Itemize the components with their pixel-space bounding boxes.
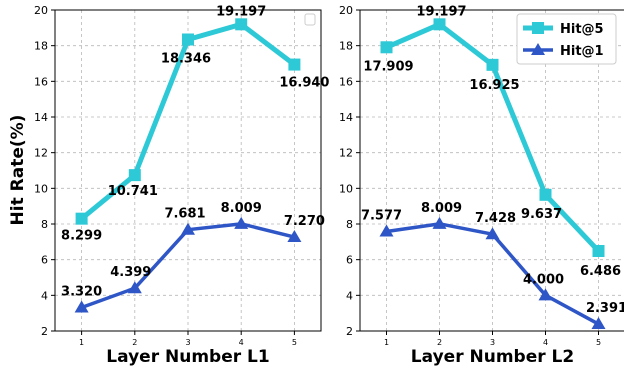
y-tick-label: 10 [34,182,48,195]
hit5-marker [128,169,141,182]
data-label: 16.940 [279,76,329,91]
data-label: 6.486 [580,264,621,279]
data-label: 3.320 [61,284,102,299]
data-label: 4.399 [110,265,151,280]
hit5-marker [380,41,393,54]
hit1-marker [74,300,89,313]
y-tick-label: 18 [339,40,353,53]
hit1-marker [287,230,302,243]
y-tick-label: 14 [339,111,353,124]
data-label: 4.000 [523,272,564,287]
x-tick-label: 1 [79,338,84,347]
hit1-marker [127,281,142,294]
y-tick-label: 18 [34,40,48,53]
data-label: 7.270 [284,214,325,229]
y-tick-label: 4 [346,289,353,302]
y-tick-label: 8 [346,218,353,231]
y-tick-label: 12 [339,147,353,160]
hit5-marker [486,58,499,71]
hit5-marker [433,18,446,31]
hit5-marker [182,33,194,46]
legend-marker-hit5 [532,22,544,34]
x-axis-label: Layer Number L1 [106,347,269,367]
hit5-marker [75,212,88,225]
hit5-marker [235,18,248,31]
data-label: 19.197 [416,4,466,19]
data-label: 19.197 [216,4,266,19]
y-tick-label: 16 [339,75,353,88]
data-label: 16.925 [469,78,519,93]
data-label: 7.681 [164,207,205,222]
x-tick-label: 5 [596,338,601,347]
data-label: 18.346 [161,51,211,66]
y-tick-label: 20 [339,4,353,17]
x-tick-label: 1 [384,338,389,347]
data-label: 9.637 [521,207,562,222]
x-tick-label: 2 [437,338,442,347]
data-label: 7.577 [361,209,402,224]
data-label: 8.299 [61,229,102,244]
hit1-marker [485,227,500,240]
data-label: 17.909 [363,59,413,74]
y-tick-label: 2 [41,325,48,338]
x-tick-label: 3 [490,338,495,347]
legend-label: Hit@5 [560,22,604,37]
x-tick-label: 5 [292,338,297,347]
x-axis-label: Layer Number L2 [411,347,574,367]
hit1-marker [538,288,553,301]
data-label: 8.009 [421,201,462,216]
y-tick-label: 2 [346,325,353,338]
hit5-marker [592,244,605,257]
legend-box-empty [304,13,316,26]
y-tick-label: 12 [34,147,48,160]
data-label: 2.391 [586,301,624,316]
y-axis-label: Hit Rate(%) [8,115,28,226]
x-tick-label: 3 [185,338,190,347]
hit5-marker [539,188,552,201]
legend-label: Hit@1 [560,44,604,59]
data-label: 8.009 [221,201,262,216]
hit1-marker [181,222,195,235]
hit1-marker [591,317,606,330]
hit5-marker [288,58,301,71]
x-tick-label: 4 [239,338,244,347]
x-tick-label: 4 [543,338,548,347]
y-tick-label: 10 [339,182,353,195]
y-tick-label: 6 [346,254,353,267]
y-tick-label: 4 [41,289,48,302]
y-tick-label: 8 [41,218,48,231]
data-label: 10.741 [108,184,158,199]
legend-marker-hit1 [531,43,545,55]
y-tick-label: 6 [41,254,48,267]
data-label: 7.428 [475,211,516,226]
hit1-marker [234,216,249,229]
hit1-marker [432,216,447,229]
y-tick-label: 14 [34,111,48,124]
x-tick-label: 2 [132,338,137,347]
y-tick-label: 20 [34,4,48,17]
y-tick-label: 16 [34,75,48,88]
hit1-marker [379,224,394,237]
